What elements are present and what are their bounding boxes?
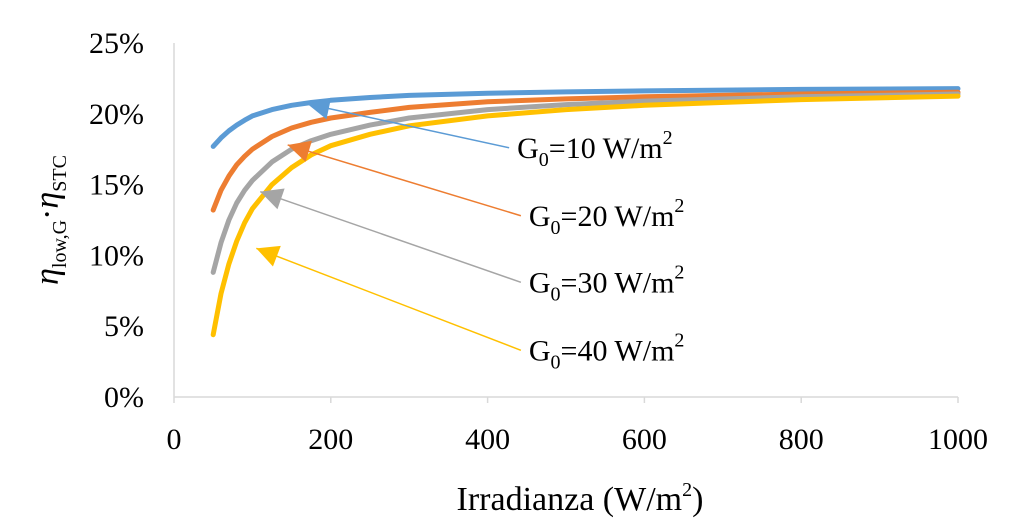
y-tick-label: 20% — [89, 98, 144, 131]
series-labels: G0=10 W/m2 G0=20 W/m2 G0=30 W/m2 G0=40 W/m2 — [517, 127, 684, 373]
series-label: G0=10 W/m2 — [517, 127, 673, 171]
x-tick-label: 600 — [622, 423, 667, 456]
series-label: G0=40 W/m2 — [529, 329, 685, 373]
x-axis-title: Irradianza (W/m2) — [457, 479, 704, 518]
x-tick-label: 200 — [308, 423, 353, 456]
y-tick-label: 5% — [104, 310, 144, 343]
plot-area: 0 200 400 600 800 1000 0% 5% 10% 15% 20% 25% G0=10… — [89, 27, 988, 456]
series-line — [210, 93, 961, 338]
leader-line — [256, 247, 522, 351]
leader-arrowhead — [260, 188, 285, 210]
x-tick-label: 0 — [167, 423, 182, 456]
series-line — [210, 86, 961, 149]
series-lines — [210, 86, 961, 338]
series-line — [210, 91, 961, 275]
series-label: G0=30 W/m2 — [529, 261, 685, 305]
x-tick-label: 800 — [779, 423, 824, 456]
y-tick-label: 25% — [89, 27, 144, 60]
x-tick-label: 400 — [465, 423, 510, 456]
leader-line — [307, 103, 510, 149]
annotation-leaders — [256, 97, 522, 351]
leader-arrowhead — [256, 245, 281, 267]
y-tick-label: 10% — [89, 239, 144, 272]
leader-line — [287, 144, 522, 217]
x-tick-labels: 0 200 400 600 800 1000 — [167, 397, 988, 456]
y-axis-title: ηlow,G·ηSTC — [29, 155, 71, 285]
x-tick-label: 1000 — [928, 423, 988, 456]
leader-line — [259, 190, 522, 284]
y-tick-label: 15% — [89, 169, 144, 202]
leader-arrowhead — [307, 97, 332, 120]
leader-arrowhead — [287, 140, 312, 162]
y-tick-labels: 0% 5% 10% 15% 20% 25% — [89, 27, 144, 414]
series-line — [210, 89, 961, 213]
y-tick-label: 0% — [104, 381, 144, 414]
series-label: G0=20 W/m2 — [529, 195, 685, 239]
